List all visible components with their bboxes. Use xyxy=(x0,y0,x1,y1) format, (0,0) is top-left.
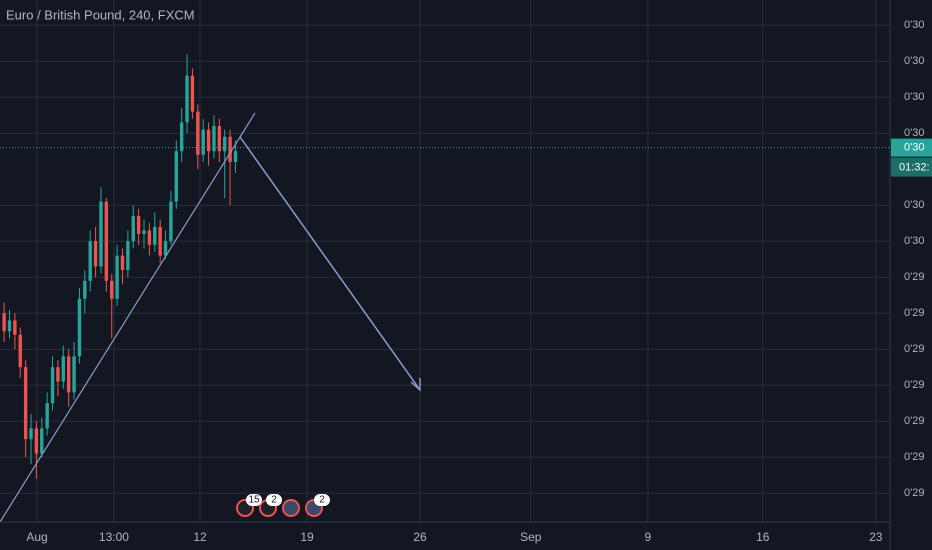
countdown-box xyxy=(891,157,932,177)
y-tick-label: 0'29 xyxy=(904,271,924,283)
candle-body xyxy=(29,428,33,440)
candle-body xyxy=(196,111,200,155)
candle-body xyxy=(7,320,12,332)
y-tick-label: 0'29 xyxy=(904,343,924,355)
candle-body xyxy=(2,313,6,332)
axes: 0'30 0'30 0'30 0'30 0'30 0'30 0'29 0'29 0'29 0'29… xyxy=(0,19,932,544)
y-tick-label: 0'29 xyxy=(904,415,924,427)
candle-body xyxy=(228,136,232,162)
y-tick-label: 0'29 xyxy=(904,307,924,319)
chart-title: Euro / British Pound, 240, FXCM xyxy=(6,7,195,22)
candle-body xyxy=(34,428,39,454)
candle-body xyxy=(45,403,49,429)
event-badge xyxy=(246,494,262,506)
x-tick-label: 26 xyxy=(413,530,427,544)
candle-body xyxy=(158,226,162,256)
candle-body xyxy=(77,298,82,357)
x-tick-label: 16 xyxy=(756,530,770,544)
candle-body xyxy=(190,75,195,112)
candles xyxy=(2,54,238,479)
candle-body xyxy=(126,241,130,270)
x-tick-label: Aug xyxy=(26,530,47,544)
candle-body xyxy=(174,151,178,202)
candle-body xyxy=(23,367,28,440)
candle-body xyxy=(179,122,184,152)
last-price-label: 0'30 xyxy=(904,142,924,154)
candle-body xyxy=(99,201,103,267)
candle-body xyxy=(212,126,216,152)
candle-body xyxy=(13,320,17,335)
price-axis xyxy=(890,0,932,550)
candle-body xyxy=(115,255,119,299)
candle-body xyxy=(147,230,152,245)
candle-body xyxy=(185,75,189,123)
x-tick-label: Sep xyxy=(520,530,542,544)
candle-body xyxy=(104,201,109,281)
y-tick-label: 0'29 xyxy=(904,379,924,391)
event-badge xyxy=(266,494,282,506)
arrow-head xyxy=(410,378,421,392)
candle-body xyxy=(217,126,222,152)
candle-body xyxy=(233,151,238,162)
x-tick-label: 9 xyxy=(645,530,652,544)
candle-body xyxy=(201,129,205,155)
x-tick-label: 23 xyxy=(869,530,883,544)
trend-line xyxy=(0,112,256,523)
candle-body xyxy=(142,230,146,234)
y-tick-label: 0'30 xyxy=(904,235,924,247)
candle-body xyxy=(120,255,125,270)
candle-body xyxy=(50,367,55,404)
y-tick-label: 0'30 xyxy=(904,91,924,103)
candle-body xyxy=(110,280,114,299)
x-tick-label: 19 xyxy=(300,530,314,544)
candle-body xyxy=(163,241,168,256)
candle-body xyxy=(136,216,141,234)
candle-body xyxy=(169,201,173,242)
candle-body xyxy=(18,334,22,368)
event-count: 2 xyxy=(319,495,325,506)
candle-body xyxy=(93,241,98,267)
x-tick-label: 13:00 xyxy=(99,530,129,544)
candle-body xyxy=(83,280,87,299)
y-tick-label: 0'30 xyxy=(904,55,924,67)
event-badge xyxy=(314,494,330,506)
candle-body xyxy=(131,216,135,242)
candle-body xyxy=(40,428,44,454)
candle-body xyxy=(61,356,66,382)
countdown: 01:32: xyxy=(899,162,930,174)
y-tick-label: 0'29 xyxy=(904,451,924,463)
arrow-line xyxy=(239,136,421,391)
candle-body xyxy=(206,129,211,152)
y-tick-label: 0'30 xyxy=(904,19,924,31)
y-tick-label: 0'29 xyxy=(904,487,924,499)
y-tick-label: 0'30 xyxy=(904,199,924,211)
y-tick-label: 0'30 xyxy=(904,127,924,139)
event-icon[interactable] xyxy=(282,499,300,517)
candle-body xyxy=(56,367,60,382)
event-count: 15 xyxy=(248,495,260,506)
candle-body xyxy=(223,136,227,152)
last-price-box xyxy=(891,138,932,157)
candle-body xyxy=(153,226,157,245)
event-count: 2 xyxy=(271,495,277,506)
candle-body xyxy=(66,356,71,393)
x-tick-label: 12 xyxy=(193,530,207,544)
candle-body xyxy=(72,356,76,393)
candle-body xyxy=(88,241,92,281)
